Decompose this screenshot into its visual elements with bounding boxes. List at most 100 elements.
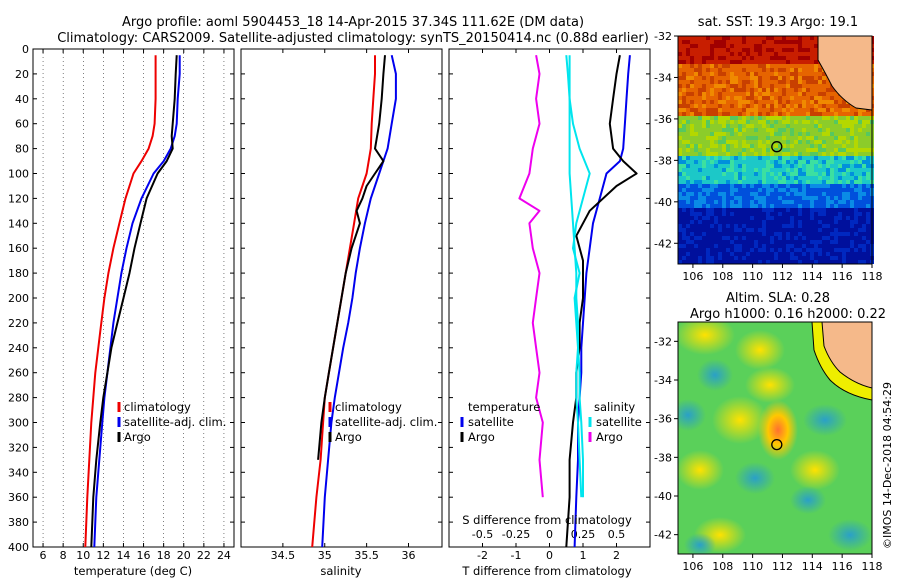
sst-cell bbox=[834, 172, 838, 176]
sst-cell bbox=[690, 232, 694, 236]
sst-cell bbox=[858, 188, 862, 192]
sst-cell bbox=[690, 72, 694, 76]
sst-cell bbox=[798, 212, 802, 216]
sst-cell bbox=[690, 152, 694, 156]
sst-cell bbox=[726, 152, 730, 156]
sst-cell bbox=[862, 224, 866, 228]
sst-cell bbox=[794, 64, 798, 68]
sst-cell bbox=[714, 80, 718, 84]
sst-cell bbox=[866, 184, 870, 188]
sst-cell bbox=[686, 60, 690, 64]
sst-cell bbox=[794, 248, 798, 252]
sst-cell bbox=[738, 96, 742, 100]
sst-cell bbox=[798, 144, 802, 148]
sst-cell bbox=[774, 36, 778, 40]
sst-cell bbox=[702, 76, 706, 80]
sst-cell bbox=[698, 232, 702, 236]
sst-cell bbox=[782, 36, 786, 40]
sst-cell bbox=[706, 68, 710, 72]
sst-cell bbox=[866, 204, 870, 208]
sst-cell bbox=[782, 188, 786, 192]
sst-cell bbox=[754, 192, 758, 196]
sst-cell bbox=[694, 204, 698, 208]
sst-cell bbox=[826, 104, 830, 108]
sst-cell bbox=[778, 252, 782, 256]
sst-cell bbox=[690, 236, 694, 240]
sst-cell bbox=[678, 192, 682, 196]
sst-cell bbox=[694, 164, 698, 168]
sst-cell bbox=[702, 104, 706, 108]
sst-cell bbox=[738, 80, 742, 84]
depth-tick-label: 60 bbox=[15, 118, 29, 131]
sst-cell bbox=[858, 260, 862, 264]
sst-cell bbox=[810, 156, 814, 160]
sst-cell bbox=[846, 188, 850, 192]
sst-cell bbox=[770, 252, 774, 256]
sst-cell bbox=[826, 124, 830, 128]
sst-cell bbox=[750, 120, 754, 124]
sst-cell bbox=[814, 168, 818, 172]
sst-cell bbox=[730, 100, 734, 104]
sst-cell bbox=[834, 248, 838, 252]
sst-cell bbox=[726, 160, 730, 164]
sst-cell bbox=[786, 48, 790, 52]
sst-cell bbox=[862, 188, 866, 192]
sst-cell bbox=[702, 252, 706, 256]
depth-tick-label: 220 bbox=[8, 317, 29, 330]
sst-cell bbox=[710, 252, 714, 256]
sst-cell bbox=[754, 228, 758, 232]
sst-cell bbox=[702, 236, 706, 240]
sst-cell bbox=[850, 144, 854, 148]
sst-cell bbox=[774, 216, 778, 220]
sst-cell bbox=[734, 144, 738, 148]
sst-cell bbox=[722, 104, 726, 108]
sst-cell bbox=[694, 64, 698, 68]
sst-cell bbox=[838, 164, 842, 168]
sst-cell bbox=[694, 84, 698, 88]
sst-cell bbox=[686, 96, 690, 100]
sst-cell bbox=[834, 148, 838, 152]
sst-cell bbox=[770, 148, 774, 152]
sst-cell bbox=[722, 172, 726, 176]
sst-cell bbox=[774, 236, 778, 240]
sst-cell bbox=[786, 56, 790, 60]
sst-cell bbox=[678, 200, 682, 204]
sst-cell bbox=[854, 232, 858, 236]
sst-cell bbox=[758, 64, 762, 68]
sst-cell bbox=[850, 260, 854, 264]
sst-cell bbox=[790, 188, 794, 192]
sst-cell bbox=[858, 208, 862, 212]
sst-cell bbox=[822, 176, 826, 180]
sla-anomaly bbox=[684, 533, 716, 554]
sst-cell bbox=[790, 96, 794, 100]
sst-cell bbox=[762, 176, 766, 180]
sst-cell bbox=[698, 96, 702, 100]
sst-cell bbox=[714, 188, 718, 192]
sst-cell bbox=[702, 184, 706, 188]
sst-cell bbox=[730, 76, 734, 80]
sst-cell bbox=[798, 188, 802, 192]
sst-cell bbox=[830, 160, 834, 164]
sst-cell bbox=[782, 100, 786, 104]
sst-cell bbox=[790, 244, 794, 248]
sst-cell bbox=[746, 84, 750, 88]
sst-cell bbox=[826, 148, 830, 152]
sst-cell bbox=[706, 164, 710, 168]
sst-cell bbox=[706, 48, 710, 52]
sst-cell bbox=[678, 240, 682, 244]
sst-cell bbox=[862, 108, 866, 112]
sst-cell bbox=[702, 140, 706, 144]
sst-cell bbox=[746, 156, 750, 160]
sst-cell bbox=[706, 116, 710, 120]
sst-cell bbox=[794, 220, 798, 224]
sst-cell bbox=[846, 112, 850, 116]
sst-cell bbox=[754, 56, 758, 60]
sst-cell bbox=[786, 148, 790, 152]
series-line-argo bbox=[90, 55, 178, 548]
sst-cell bbox=[758, 204, 762, 208]
sst-cell bbox=[734, 136, 738, 140]
sst-cell bbox=[734, 48, 738, 52]
sst-cell bbox=[686, 184, 690, 188]
sst-cell bbox=[746, 204, 750, 208]
sst-cell bbox=[806, 232, 810, 236]
